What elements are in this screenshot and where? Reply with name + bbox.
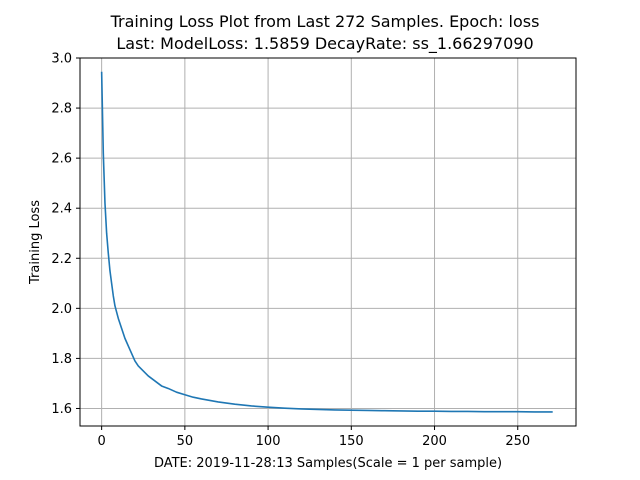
training-loss-line bbox=[100, 71, 553, 413]
x-ticks: 0 50 100 150 200 250 bbox=[97, 426, 530, 449]
x-axis-label: DATE: 2019-11-28:13 Samples(Scale = 1 pe… bbox=[154, 456, 502, 471]
y-tick-label: 1.6 bbox=[51, 402, 72, 417]
x-tick-label: 100 bbox=[256, 434, 281, 449]
plot-area-frame bbox=[79, 57, 577, 427]
chart-title-line-2: Last: ModelLoss: 1.5859 DecayRate: ss_1.… bbox=[116, 34, 533, 54]
x-tick-label: 150 bbox=[339, 434, 364, 449]
chart-title-line-1: Training Loss Plot from Last 272 Samples… bbox=[110, 12, 540, 31]
y-tick-label: 2.4 bbox=[51, 202, 72, 217]
x-tick-label: 0 bbox=[97, 434, 105, 449]
x-tick-label: 250 bbox=[505, 434, 530, 449]
y-tick-label: 2.2 bbox=[51, 252, 72, 267]
y-tick-label: 3.0 bbox=[51, 52, 72, 67]
x-tick-label: 50 bbox=[177, 434, 194, 449]
grid-lines bbox=[80, 57, 576, 426]
y-axis-label: Training Loss bbox=[28, 200, 43, 285]
y-tick-label: 2.6 bbox=[51, 152, 72, 167]
x-tick-label: 200 bbox=[422, 434, 447, 449]
y-tick-label: 2.0 bbox=[51, 302, 72, 317]
y-ticks: 1.6 1.8 2.0 2.2 2.4 2.6 2.8 3.0 bbox=[51, 52, 80, 417]
data-line-group bbox=[100, 71, 553, 413]
y-tick-label: 1.8 bbox=[51, 352, 72, 367]
y-tick-label: 2.8 bbox=[51, 102, 72, 117]
